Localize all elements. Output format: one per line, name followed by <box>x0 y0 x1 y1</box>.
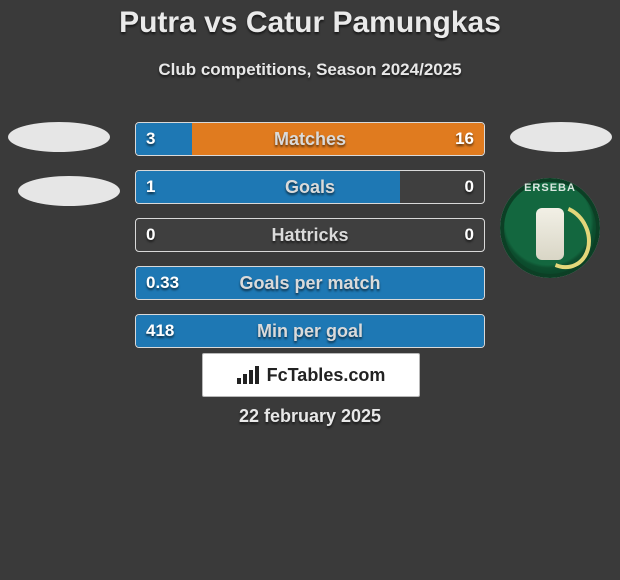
left-team-logo-placeholder-2 <box>18 176 120 206</box>
metric-left-value: 0.33 <box>146 267 179 299</box>
metric-row: Goals per match0.33 <box>135 266 485 300</box>
crest-text: ERSEBA <box>500 182 600 194</box>
brand-bars-icon <box>237 366 259 384</box>
page-title: Putra vs Catur Pamungkas <box>0 6 620 40</box>
brand-text: FcTables.com <box>267 365 386 386</box>
comparison-infographic: Putra vs Catur Pamungkas Club competitio… <box>0 0 620 580</box>
metric-left-value: 0 <box>146 219 155 251</box>
metric-left-value: 418 <box>146 315 174 347</box>
metric-row: Goals1 0 <box>135 170 485 204</box>
page-subtitle: Club competitions, Season 2024/2025 <box>0 60 620 80</box>
metric-row: Min per goal418 <box>135 314 485 348</box>
metric-right-value: 0 <box>465 219 474 251</box>
brand-badge[interactable]: FcTables.com <box>202 353 420 397</box>
right-team-logo-placeholder <box>510 122 612 152</box>
metric-row: Matches3 16 <box>135 122 485 156</box>
metric-bars-container: Matches316Goals10Hattricks00Goals per ma… <box>135 122 485 362</box>
left-team-logo-placeholder <box>8 122 110 152</box>
metric-label: Min per goal <box>136 315 484 347</box>
right-team-crest: ERSEBA <box>500 178 600 278</box>
date-text: 22 february 2025 <box>0 406 620 427</box>
metric-label: Hattricks <box>136 219 484 251</box>
metric-right-value: 0 <box>465 171 474 203</box>
metric-label: Goals per match <box>136 267 484 299</box>
metric-label: Matches <box>136 123 484 155</box>
metric-left-value: 3 <box>146 123 155 155</box>
metric-left-value: 1 <box>146 171 155 203</box>
crest-swirl-icon <box>523 195 602 278</box>
metric-row: Hattricks0 0 <box>135 218 485 252</box>
metric-label: Goals <box>136 171 484 203</box>
metric-right-value: 16 <box>455 123 474 155</box>
